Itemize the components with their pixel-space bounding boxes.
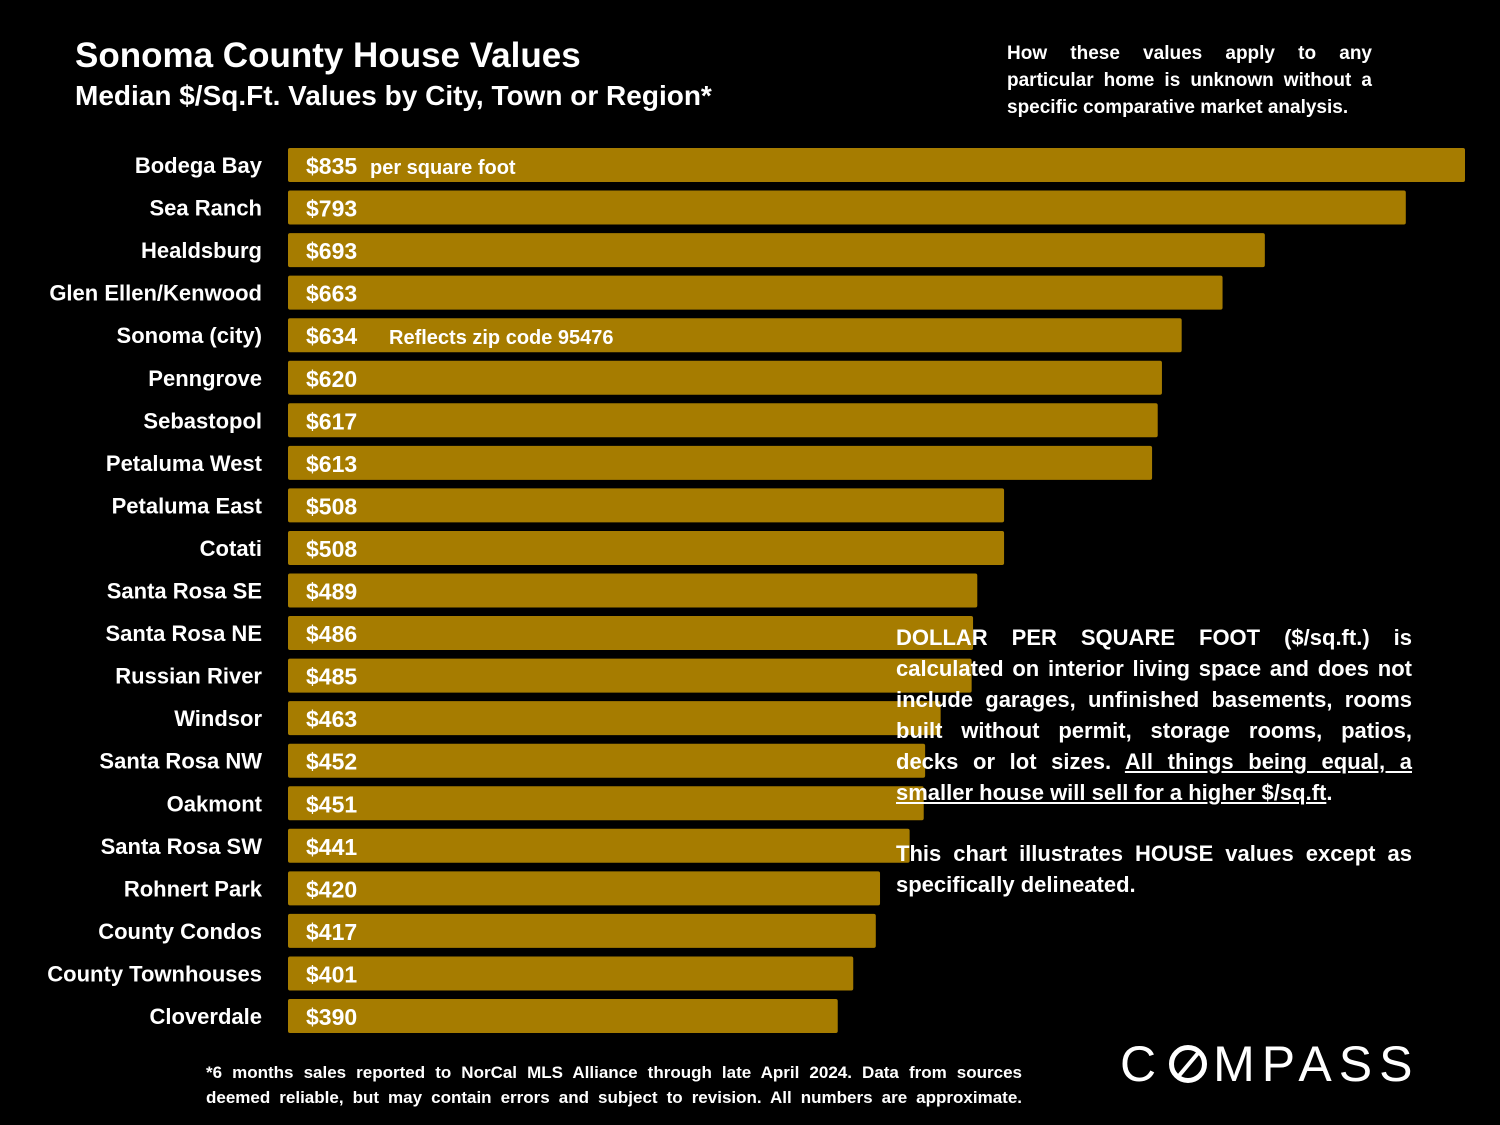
value-label-santa-rosa-ne: $486 bbox=[306, 621, 357, 647]
value-label-oakmont: $451 bbox=[306, 791, 357, 817]
bar-sebastopol bbox=[288, 403, 1158, 438]
category-label-cotati: Cotati bbox=[200, 536, 262, 561]
logo-letter-c: C bbox=[1120, 1036, 1164, 1092]
bar-petaluma-east bbox=[288, 488, 1005, 523]
explanation-text-end: . bbox=[1326, 780, 1333, 805]
value-label-sonoma-city: $634 bbox=[306, 323, 357, 349]
bar-penngrove bbox=[288, 360, 1162, 395]
footnote: *6 months sales reported to NorCal MLS A… bbox=[206, 1060, 1022, 1110]
explanation-underlined: All things being equal, a smaller house … bbox=[896, 749, 1412, 805]
bar-santa-rosa-ne bbox=[288, 616, 974, 651]
value-label-santa-rosa-sw: $441 bbox=[306, 834, 357, 860]
value-label-santa-rosa-se: $489 bbox=[306, 579, 357, 605]
value-label-cloverdale: $390 bbox=[306, 1004, 357, 1030]
footnote-line-2: deemed reliable, but may contain errors … bbox=[206, 1088, 1022, 1107]
compass-logo: C MPASS bbox=[1120, 1035, 1419, 1093]
bar-windsor bbox=[288, 701, 941, 736]
bar-petaluma-west bbox=[288, 445, 1153, 480]
bar-santa-rosa-sw bbox=[288, 828, 910, 863]
bar-santa-rosa-nw bbox=[288, 743, 926, 778]
bar-sea-ranch bbox=[288, 190, 1406, 225]
explanation-paragraph-2: This chart illustrates HOUSE values exce… bbox=[896, 841, 1412, 897]
value-label-rohnert-park: $420 bbox=[306, 876, 357, 902]
category-label-petaluma-east: Petaluma East bbox=[112, 493, 263, 518]
category-label-healdsburg: Healdsburg bbox=[141, 238, 262, 263]
category-label-county-townhouses: County Townhouses bbox=[47, 961, 262, 986]
category-label-santa-rosa-nw: Santa Rosa NW bbox=[99, 749, 262, 774]
value-label-russian-river: $485 bbox=[306, 664, 357, 690]
value-label-county-townhouses: $401 bbox=[306, 961, 357, 987]
category-label-cloverdale: Cloverdale bbox=[150, 1004, 263, 1029]
value-label-bodega-bay: $835 bbox=[306, 153, 357, 179]
bar-county-townhouses bbox=[288, 956, 854, 991]
value-label-windsor: $463 bbox=[306, 706, 357, 732]
category-label-glen-ellen-kenwood: Glen Ellen/Kenwood bbox=[49, 281, 262, 306]
page-subtitle: Median $/Sq.Ft. Values by City, Town or … bbox=[75, 80, 712, 111]
category-label-santa-rosa-se: Santa Rosa SE bbox=[107, 579, 262, 604]
footnote-line-1: *6 months sales reported to NorCal MLS A… bbox=[206, 1063, 1022, 1082]
category-label-windsor: Windsor bbox=[174, 706, 262, 731]
bar-sonoma-city bbox=[288, 318, 1182, 353]
value-label-santa-rosa-nw: $452 bbox=[306, 749, 357, 775]
category-label-oakmont: Oakmont bbox=[167, 791, 263, 816]
value-label-healdsburg: $693 bbox=[306, 238, 357, 264]
category-label-bodega-bay: Bodega Bay bbox=[135, 153, 263, 178]
category-label-santa-rosa-ne: Santa Rosa NE bbox=[106, 621, 263, 646]
bar-healdsburg bbox=[288, 233, 1265, 268]
value-label-penngrove: $620 bbox=[306, 366, 357, 392]
value-label-sebastopol: $617 bbox=[306, 408, 357, 434]
bar-county-condos bbox=[288, 913, 876, 948]
explanation-text: DOLLAR PER SQUARE FOOT ($/sq.ft.) is cal… bbox=[896, 622, 1412, 900]
category-label-penngrove: Penngrove bbox=[148, 366, 262, 391]
bar-santa-rosa-se bbox=[288, 573, 978, 608]
category-label-petaluma-west: Petaluma West bbox=[106, 451, 263, 476]
value-label-county-condos: $417 bbox=[306, 919, 357, 945]
category-label-santa-rosa-sw: Santa Rosa SW bbox=[101, 834, 263, 859]
value-label-petaluma-east: $508 bbox=[306, 493, 357, 519]
explanation-text-a: DOLLAR PER SQUARE FOOT ($/sq.ft.) is cal… bbox=[896, 625, 1412, 774]
logo-letters: MPASS bbox=[1213, 1036, 1420, 1092]
value-label-sea-ranch: $793 bbox=[306, 196, 357, 222]
category-label-sebastopol: Sebastopol bbox=[143, 408, 262, 433]
bar-cloverdale bbox=[288, 999, 838, 1033]
bar-oakmont bbox=[288, 786, 924, 821]
compass-o-icon bbox=[1169, 1045, 1208, 1083]
value-label-cotati: $508 bbox=[306, 536, 357, 562]
annotation-bodega-bay: per square foot bbox=[370, 157, 516, 179]
page-title: Sonoma County House Values bbox=[75, 36, 581, 75]
value-label-glen-ellen-kenwood: $663 bbox=[306, 281, 357, 307]
explanation-paragraph-1: DOLLAR PER SQUARE FOOT ($/sq.ft.) is cal… bbox=[896, 622, 1412, 808]
category-label-russian-river: Russian River bbox=[115, 664, 262, 689]
bar-cotati bbox=[288, 530, 1005, 565]
category-label-county-condos: County Condos bbox=[98, 919, 262, 944]
value-label-petaluma-west: $613 bbox=[306, 451, 357, 477]
bar-bodega-bay bbox=[288, 148, 1465, 182]
category-label-sonoma-city: Sonoma (city) bbox=[117, 323, 262, 348]
bar-glen-ellen-kenwood bbox=[288, 275, 1223, 310]
bar-russian-river bbox=[288, 658, 972, 693]
category-label-rohnert-park: Rohnert Park bbox=[124, 876, 263, 901]
bar-rohnert-park bbox=[288, 871, 881, 906]
category-label-sea-ranch: Sea Ranch bbox=[150, 196, 263, 221]
top-note: How these values apply to any particular… bbox=[1007, 43, 1372, 118]
annotation-sonoma-city: Reflects zip code 95476 bbox=[389, 327, 614, 349]
